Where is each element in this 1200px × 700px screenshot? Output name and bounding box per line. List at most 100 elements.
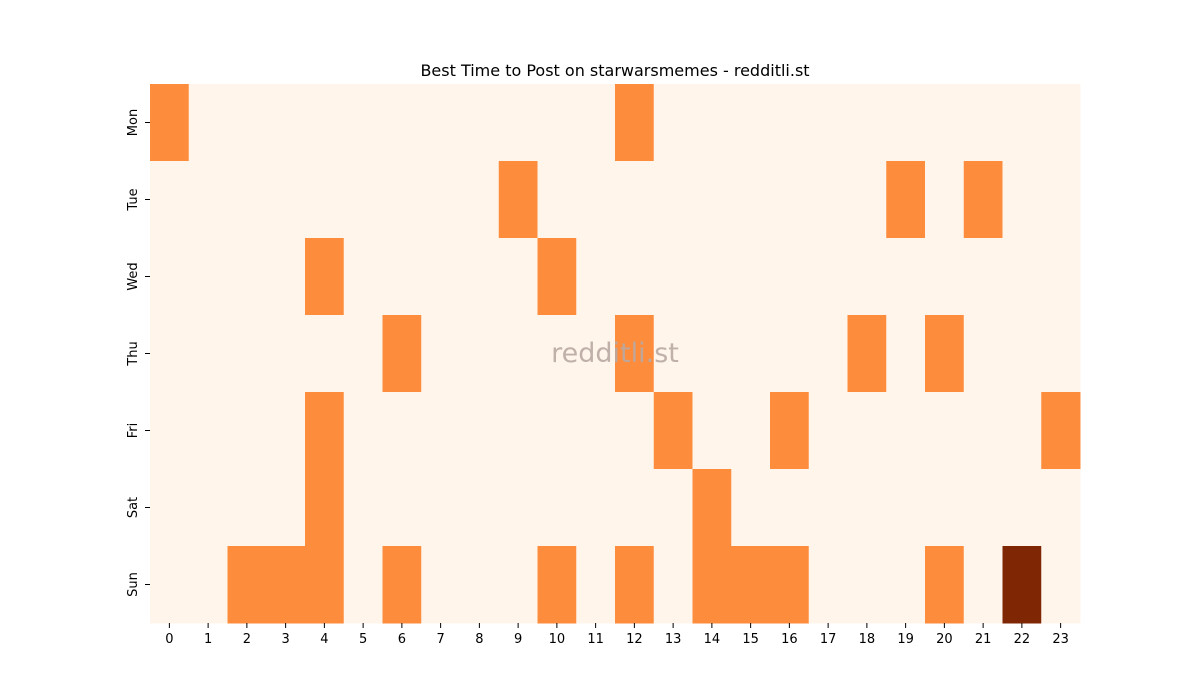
heatmap-cell-wed-21 [963, 238, 1003, 316]
x-tick-label: 12 [626, 632, 643, 647]
heatmap-cell-sat-17 [808, 469, 848, 547]
heatmap-cell-wed-2 [227, 238, 267, 316]
heatmap-cell-fri-4 [305, 392, 345, 470]
heatmap-cell-thu-11 [576, 315, 616, 393]
heatmap-cell-fri-2 [227, 392, 267, 470]
heatmap-cell-mon-10 [537, 84, 577, 162]
heatmap-cell-tue-7 [421, 161, 461, 239]
heatmap-cell-fri-1 [188, 392, 228, 470]
x-tick-label: 7 [436, 632, 444, 647]
heatmap-cell-mon-2 [227, 84, 267, 162]
heatmap-cell-sun-9 [498, 546, 538, 624]
x-tick-label: 21 [975, 632, 992, 647]
y-tick-label: Wed [126, 262, 141, 290]
y-tick-label: Mon [126, 109, 141, 136]
heatmap-cell-wed-4 [305, 238, 345, 316]
heatmap-cell-wed-1 [188, 238, 228, 316]
heatmap-cell-fri-16 [770, 392, 810, 470]
x-tick-label: 1 [204, 632, 212, 647]
heatmap-cell-thu-8 [460, 315, 500, 393]
heatmap-cell-wed-15 [731, 238, 771, 316]
heatmap-cell-sun-8 [460, 546, 500, 624]
heatmap-cell-mon-0 [150, 84, 190, 162]
heatmap-cell-sat-0 [150, 469, 190, 547]
heatmap-cell-sun-12 [615, 546, 655, 624]
heatmap-cell-tue-21 [963, 161, 1003, 239]
watermark: redditli.st [551, 338, 679, 369]
heatmap-cell-mon-13 [653, 84, 693, 162]
x-tick-label: 5 [359, 632, 367, 647]
heatmap-cell-mon-20 [925, 84, 965, 162]
heatmap-cell-fri-22 [1002, 392, 1042, 470]
y-tick-label: Tue [126, 188, 141, 211]
heatmap-cell-fri-12 [615, 392, 655, 470]
heatmap-cell-sat-2 [227, 469, 267, 547]
heatmap-cell-wed-19 [886, 238, 926, 316]
heatmap-cell-sun-4 [305, 546, 345, 624]
x-tick-label: 2 [243, 632, 251, 647]
heatmap-cell-tue-22 [1002, 161, 1042, 239]
heatmap-cell-wed-13 [653, 238, 693, 316]
heatmap-cell-mon-21 [963, 84, 1003, 162]
heatmap-cell-wed-10 [537, 238, 577, 316]
heatmap-cell-fri-21 [963, 392, 1003, 470]
heatmap-cells [150, 84, 1081, 624]
heatmap-cell-fri-8 [460, 392, 500, 470]
heatmap-cell-tue-1 [188, 161, 228, 239]
heatmap-cell-sat-23 [1041, 469, 1081, 547]
heatmap-cell-mon-1 [188, 84, 228, 162]
heatmap-cell-mon-3 [266, 84, 306, 162]
x-tick-label: 22 [1014, 632, 1031, 647]
heatmap-cell-tue-5 [343, 161, 383, 239]
y-axis: Mon Tue Wed Thu Fri Sat Sun [126, 109, 150, 597]
y-tick-label: Fri [126, 423, 141, 439]
heatmap-cell-thu-20 [925, 315, 965, 393]
heatmap-cell-wed-6 [382, 238, 422, 316]
heatmap-cell-sun-14 [692, 546, 732, 624]
x-tick-label: 4 [320, 632, 328, 647]
heatmap-cell-wed-17 [808, 238, 848, 316]
heatmap-cell-sun-7 [421, 546, 461, 624]
heatmap-cell-wed-5 [343, 238, 383, 316]
heatmap-cell-wed-9 [498, 238, 538, 316]
heatmap-cell-thu-12 [615, 315, 655, 393]
heatmap-cell-thu-1 [188, 315, 228, 393]
heatmap-cell-fri-9 [498, 392, 538, 470]
heatmap-cell-mon-9 [498, 84, 538, 162]
x-tick-label: 0 [165, 632, 173, 647]
x-tick-label: 23 [1052, 632, 1069, 647]
heatmap-cell-tue-6 [382, 161, 422, 239]
heatmap-cell-mon-18 [847, 84, 887, 162]
heatmap-cell-fri-6 [382, 392, 422, 470]
heatmap-cell-sat-18 [847, 469, 887, 547]
heatmap-cell-thu-16 [770, 315, 810, 393]
heatmap-cell-fri-19 [886, 392, 926, 470]
heatmap-cell-sat-4 [305, 469, 345, 547]
heatmap-cell-mon-12 [615, 84, 655, 162]
heatmap-cell-tue-9 [498, 161, 538, 239]
heatmap-cell-thu-9 [498, 315, 538, 393]
heatmap-cell-sun-3 [266, 546, 306, 624]
heatmap-cell-thu-18 [847, 315, 887, 393]
heatmap-cell-sat-22 [1002, 469, 1042, 547]
heatmap-cell-sat-9 [498, 469, 538, 547]
heatmap-cell-sun-1 [188, 546, 228, 624]
heatmap-cell-tue-15 [731, 161, 771, 239]
heatmap-cell-sat-20 [925, 469, 965, 547]
heatmap-cell-sun-20 [925, 546, 965, 624]
heatmap-cell-sat-8 [460, 469, 500, 547]
heatmap-cell-sun-16 [770, 546, 810, 624]
heatmap-cell-tue-13 [653, 161, 693, 239]
x-tick-label: 18 [859, 632, 876, 647]
heatmap-cell-fri-3 [266, 392, 306, 470]
heatmap-cell-sat-11 [576, 469, 616, 547]
heatmap-cell-sun-5 [343, 546, 383, 624]
heatmap-cell-mon-16 [770, 84, 810, 162]
heatmap-cell-thu-2 [227, 315, 267, 393]
heatmap-cell-sat-6 [382, 469, 422, 547]
x-tick-label: 14 [704, 632, 721, 647]
heatmap-cell-wed-12 [615, 238, 655, 316]
heatmap-cell-tue-10 [537, 161, 577, 239]
heatmap-cell-wed-7 [421, 238, 461, 316]
